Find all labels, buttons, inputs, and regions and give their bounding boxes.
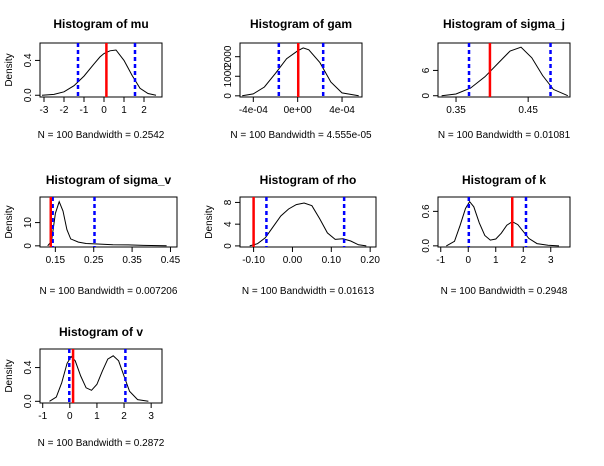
x-tick-label: -1 (38, 411, 47, 422)
x-tick-label: 0.15 (46, 255, 66, 266)
x-tick-label: 0.35 (446, 105, 466, 116)
x-tick-label: 0.00 (283, 255, 303, 266)
x-axis-label: N = 100 Bandwidth = 0.007206 (40, 286, 178, 297)
y-tick-label: 2000 (223, 45, 234, 68)
chart-panel-4: Histogram of rho -0.10 0.00 0.10 0.20 0 4 8 Dens… (204, 173, 380, 297)
plot-frame (39, 196, 178, 248)
density-curve (446, 200, 560, 247)
chart-panel-0: Histogram of mu -3 -2 -1 0 1 2 0.0 0.4 Density N =… (4, 17, 165, 141)
x-axis-label: N = 100 Bandwidth = 0.2872 (38, 438, 165, 449)
y-tick-label: 0.4 (23, 53, 34, 67)
plot-frame (39, 42, 163, 98)
x-tick-label: -0.10 (242, 255, 265, 266)
y-tick-label: 0.0 (23, 394, 34, 408)
y-tick-label: 1000 (223, 65, 234, 88)
y-axis-label: Density (4, 359, 15, 392)
x-tick-label: 1 (121, 105, 127, 116)
x-tick-label: 0.10 (322, 255, 342, 266)
y-axis-label: Density (4, 205, 15, 238)
y-tick-label: 6 (421, 67, 432, 73)
x-tick-label: -3 (40, 105, 49, 116)
panel-title: Histogram of k (462, 173, 546, 187)
y-axis-label: Density (4, 53, 15, 86)
x-axis-label: N = 100 Bandwidth = 0.01613 (242, 286, 375, 297)
y-tick-label: 0.6 (421, 204, 432, 218)
y-tick-label: 0 (421, 93, 432, 99)
x-tick-label: 0 (67, 411, 73, 422)
x-tick-label: 2 (121, 411, 127, 422)
chart-panel-3: Histogram of sigma_v 0.15 0.25 0.35 0.45 0 10 D… (4, 173, 181, 297)
x-tick-label: 1 (94, 411, 100, 422)
y-tick-label: 0 (23, 243, 34, 249)
x-tick-label: 3 (548, 255, 554, 266)
chart-panel-6: Histogram of v -1 0 1 2 3 0.0 0.4 Density N = 100… (4, 325, 165, 449)
y-tick-label: 10 (23, 217, 34, 229)
x-tick-label: 0.45 (518, 105, 538, 116)
plot-frame (239, 196, 377, 248)
x-axis-label: N = 100 Bandwidth = 4.555e-05 (230, 130, 372, 141)
density-curve (49, 355, 149, 402)
x-tick-label: 3 (148, 411, 154, 422)
x-tick-label: -4e-04 (239, 105, 268, 116)
panel-title: Histogram of sigma_v (46, 173, 172, 187)
density-curve (441, 46, 569, 97)
panel-title: Histogram of v (59, 325, 143, 339)
y-tick-label: 0.4 (23, 360, 34, 374)
x-tick-label: 0 (465, 255, 471, 266)
x-tick-label: 0.25 (84, 255, 104, 266)
density-curve (41, 49, 157, 96)
y-tick-label: 0 (223, 243, 234, 249)
y-tick-label: 4 (223, 221, 234, 227)
x-tick-label: 2 (520, 255, 526, 266)
panel-title: Histogram of gam (250, 17, 352, 31)
y-tick-label: 0.0 (421, 238, 432, 252)
plot-frame (437, 196, 571, 248)
density-curve (242, 47, 359, 97)
x-tick-label: -2 (60, 105, 69, 116)
x-tick-label: 4e-04 (329, 105, 355, 116)
chart-panel-1: Histogram of gam -4e-04 0e+00 4e-04 0 1000200… (223, 17, 372, 141)
plot-frame (239, 42, 363, 98)
x-tick-label: 0 (101, 105, 107, 116)
y-tick-label: 8 (223, 199, 234, 205)
panel-title: Histogram of mu (53, 17, 148, 31)
x-axis-label: N = 100 Bandwidth = 0.2948 (441, 286, 568, 297)
x-tick-label: 0.45 (161, 255, 181, 266)
panel-title: Histogram of rho (260, 173, 357, 187)
x-tick-label: 0e+00 (284, 105, 313, 116)
chart-panel-2: Histogram of sigma_j 0.35 0.45 0 6 N = 100 Ba… (421, 17, 571, 141)
density-curve (249, 202, 367, 247)
x-tick-label: 0.35 (122, 255, 142, 266)
density-curve (47, 200, 167, 247)
x-axis-label: N = 100 Bandwidth = 0.01081 (438, 130, 571, 141)
plot-frame (39, 348, 163, 404)
y-tick-label: 0 (223, 93, 234, 99)
y-tick-label: 0.0 (23, 88, 34, 102)
chart-panel-5: Histogram of k -1 0 1 2 3 0.0 0.6 N = 100 Bandwi… (421, 173, 571, 297)
x-tick-label: -1 (436, 255, 445, 266)
x-tick-label: 0.20 (360, 255, 380, 266)
x-tick-label: -1 (80, 105, 89, 116)
x-tick-label: 1 (493, 255, 499, 266)
x-tick-label: 2 (141, 105, 147, 116)
panel-title: Histogram of sigma_j (443, 17, 565, 31)
y-axis-label: Density (204, 205, 215, 238)
x-axis-label: N = 100 Bandwidth = 0.2542 (38, 130, 165, 141)
